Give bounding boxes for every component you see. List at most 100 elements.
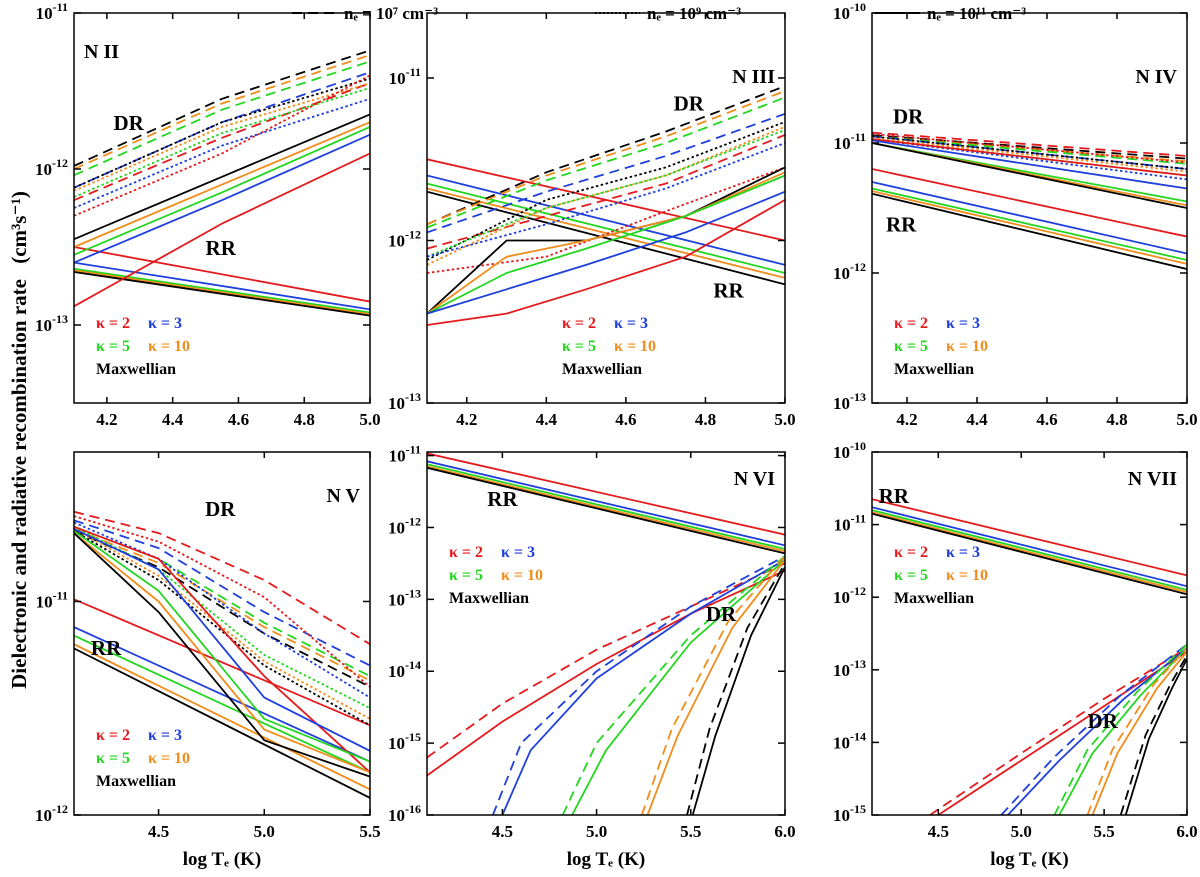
- y-tick-label: 10-12: [833, 584, 866, 607]
- y-tick-base: 10: [389, 69, 406, 88]
- y-tick-label: 10-16: [388, 802, 421, 825]
- annotation-label: RR: [886, 212, 917, 236]
- series-line-dr-kappa-maxwellian-ne-1e9: [427, 121, 785, 261]
- y-tick-base: 10: [833, 806, 850, 825]
- series-line-dr-kappa-10-ne-1e11: [74, 121, 370, 248]
- x-tick-label: 6.0: [774, 822, 795, 841]
- series-line-rr-kappa-2-ne-all: [872, 168, 1187, 238]
- y-tick-exponent: -11: [406, 65, 421, 79]
- y-tick-label: 10-12: [35, 802, 68, 825]
- y-tick-label: 10-10: [833, 0, 866, 23]
- annotation-label: DR: [706, 602, 737, 626]
- x-tick-label: 4.4: [162, 410, 184, 429]
- y-tick-exponent: -13: [405, 390, 421, 404]
- x-tick-label: 4.2: [456, 410, 477, 429]
- y-tick-exponent: -11: [406, 443, 421, 457]
- x-tick-label: 5.5: [1093, 822, 1114, 841]
- y-tick-exponent: -14: [850, 729, 866, 743]
- y-tick-label: 10-11: [389, 443, 421, 466]
- annotation-label: DR: [893, 105, 924, 129]
- y-tick-exponent: -11: [53, 0, 68, 14]
- kappa-legend-entry: κ = 5: [96, 338, 130, 355]
- series-line-dr-kappa-5-ne-1e7: [74, 60, 370, 177]
- kappa-legend-entry: κ = 10: [946, 338, 988, 355]
- y-tick-base: 10: [35, 160, 52, 179]
- y-tick-label: 10-13: [388, 586, 421, 609]
- annotation-label: DR: [674, 92, 705, 116]
- series-line-dr-kappa-3-ne-1e9: [74, 97, 370, 209]
- y-tick-exponent: -12: [850, 260, 866, 274]
- series-line-dr-kappa-maxwellian-ne-1e11: [74, 532, 370, 778]
- kappa-legend-entry: Maxwellian: [96, 773, 176, 790]
- kappa-legend-entry: κ = 2: [894, 544, 928, 561]
- y-tick-base: 10: [389, 447, 406, 466]
- y-tick-base: 10: [388, 232, 405, 251]
- kappa-legend-entry: κ = 2: [562, 315, 596, 332]
- kappa-legend-entry: κ = 10: [501, 567, 543, 584]
- series-line-dr-kappa-maxwellian-ne-1e11: [1124, 658, 1187, 815]
- y-tick-base: 10: [35, 806, 52, 825]
- y-tick-base: 10: [388, 806, 405, 825]
- ion-label: N V: [326, 485, 360, 507]
- kappa-legend-entry: κ = 5: [894, 338, 928, 355]
- series-line-dr-kappa-maxwellian-ne-1e11: [691, 566, 785, 815]
- y-tick-exponent: -15: [850, 802, 866, 816]
- series-line-dr-kappa-10-ne-1e11: [646, 559, 785, 815]
- series-line-dr-kappa-3-ne-1e7: [74, 519, 370, 667]
- series-line-dr-kappa-maxwellian-ne-1e7: [74, 49, 370, 167]
- x-tick-label: 4.4: [536, 410, 558, 429]
- y-axis-label-unit: (cm³s⁻¹): [7, 191, 31, 264]
- series-group: [427, 452, 785, 815]
- series-line-rr-kappa-5-ne-all: [74, 267, 370, 314]
- annotation-label: RR: [713, 278, 744, 302]
- kappa-legend-entry: κ = 3: [614, 315, 648, 332]
- y-tick-label: 10-14: [388, 658, 421, 681]
- series-line-dr-kappa-2-ne-1e9: [74, 74, 370, 217]
- series-line-dr-kappa-10-ne-1e11: [427, 171, 785, 315]
- series-line-dr-kappa-2-ne-1e7: [929, 647, 1187, 815]
- y-tick-label: 10-12: [388, 228, 421, 251]
- annotation-label: DR: [113, 111, 144, 135]
- series-line-dr-kappa-10-ne-1e7: [427, 90, 785, 226]
- series-line-rr-kappa-5-ne-all: [872, 187, 1187, 261]
- series-line-rr-kappa-10-ne-all: [872, 190, 1187, 265]
- series-line-dr-kappa-10-ne-1e7: [74, 54, 370, 170]
- series-line-rr-kappa-2-ne-all: [74, 598, 370, 727]
- series-line-dr-kappa-3-ne-1e11: [872, 139, 1187, 190]
- series-line-dr-kappa-5-ne-1e11: [74, 126, 370, 256]
- kappa-legend-entry: Maxwellian: [894, 361, 974, 378]
- y-tick-exponent: -14: [405, 658, 421, 672]
- series-group: [74, 510, 370, 799]
- series-line-rr-kappa-maxwellian-ne-all: [872, 192, 1187, 270]
- y-tick-label: 10-11: [36, 0, 68, 23]
- plot-frame: [871, 12, 1188, 404]
- kappa-legend-entry: κ = 3: [946, 315, 980, 332]
- y-tick-base: 10: [36, 4, 53, 23]
- annotation-label: DR: [1088, 709, 1119, 733]
- y-axis-label-text: Dielectronic and radiative recombination…: [7, 279, 31, 689]
- kappa-legend-entry: κ = 10: [614, 338, 656, 355]
- kappa-legend-entry: κ = 10: [148, 750, 190, 767]
- chart-panel: 4.5 5.0 5.5 6.010-1010-1110-1210-1310-1410-…: [833, 439, 1198, 870]
- y-tick-exponent: -11: [53, 588, 68, 602]
- y-tick-exponent: -13: [405, 586, 421, 600]
- chart-panel: 4.5 5.0 5.5 6.010-1110-1210-1310-1410-1510-…: [388, 443, 796, 870]
- series-line-rr-kappa-3-ne-all: [427, 460, 785, 547]
- y-tick-label: 10-12: [833, 260, 866, 283]
- x-tick-label: 4.6: [228, 410, 249, 429]
- series-line-rr-kappa-maxwellian-ne-all: [74, 647, 370, 799]
- series-line-rr-kappa-maxwellian-ne-all: [872, 512, 1187, 596]
- y-tick-base: 10: [833, 661, 850, 680]
- y-tick-base: 10: [36, 592, 53, 611]
- annotation-label: DR: [205, 497, 236, 521]
- series-line-rr-kappa-3-ne-all: [427, 174, 785, 266]
- series-line-dr-kappa-maxwellian-ne-1e11: [872, 142, 1187, 209]
- annotation-label: RR: [879, 484, 910, 508]
- y-tick-label: 10-10: [833, 439, 866, 462]
- y-tick-exponent: -12: [52, 802, 68, 816]
- series-line-dr-kappa-10-ne-1e7: [1086, 647, 1187, 815]
- kappa-legend-entry: κ = 3: [148, 727, 182, 744]
- series-line-dr-kappa-2-ne-1e11: [427, 199, 785, 326]
